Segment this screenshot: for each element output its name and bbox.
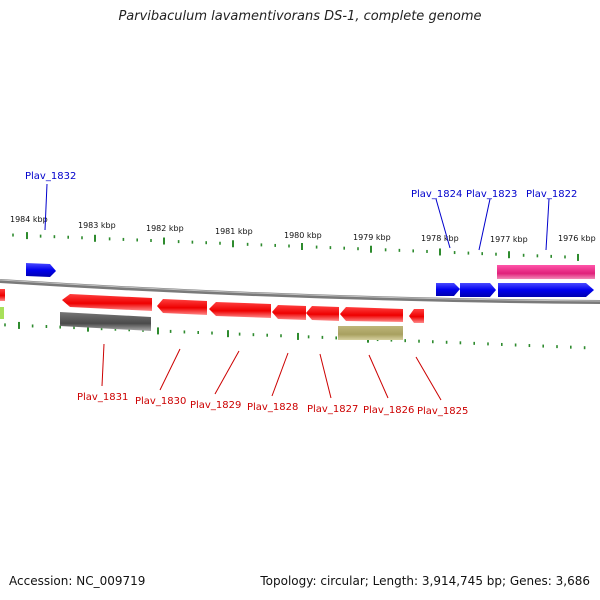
scale-label: 1978 kbp	[421, 234, 459, 243]
inner-tick-marks	[4, 321, 586, 350]
leader-line-plav-1830	[159, 348, 181, 391]
rna-feature-bar	[497, 265, 595, 279]
leader-line-plav-1824	[435, 198, 451, 249]
gene-label-plav-1824[interactable]: Plav_1824	[411, 189, 462, 200]
leader-line-plav-1832	[44, 183, 48, 231]
scale-label: 1981 kbp	[215, 227, 253, 236]
gene-arrow-plav-1832[interactable]	[26, 263, 56, 277]
gene-arrow-plav-1828[interactable]	[272, 305, 306, 320]
gene-label-plav-1822[interactable]: Plav_1822	[526, 189, 577, 200]
gene-arrow-plav-1827[interactable]	[306, 306, 339, 321]
gene-label-plav-1825[interactable]: Plav_1825	[417, 406, 468, 417]
leader-line-plav-1826	[368, 354, 389, 399]
outer-tick-marks	[12, 232, 579, 261]
olive-feature-bar	[338, 326, 403, 340]
leader-line-plav-1827	[319, 353, 332, 399]
leader-line-plav-1825	[415, 356, 442, 401]
leader-line-plav-1829	[214, 350, 240, 395]
gene-arrow-plav-1830[interactable]	[157, 299, 207, 315]
leader-line-plav-1823	[478, 198, 491, 251]
gene-arrow-plav-1831[interactable]	[62, 294, 152, 311]
accession-text: Accession: NC_009719	[9, 574, 146, 588]
gene-arrow-plav-1824[interactable]	[436, 283, 460, 296]
scale-label: 1984 kbp	[10, 215, 48, 224]
gene-label-plav-1831[interactable]: Plav_1831	[77, 392, 128, 403]
gene-arrow-plav-1829[interactable]	[209, 302, 271, 318]
genome-backbone-highlight	[0, 279, 600, 302]
scale-label: 1983 kbp	[78, 221, 116, 230]
gene-label-plav-1830[interactable]: Plav_1830	[135, 396, 186, 407]
scale-labels: 1984 kbp 1983 kbp 1982 kbp 1981 kbp 1980 kbp…	[10, 215, 596, 244]
gene-arrow-plav-1823[interactable]	[460, 283, 496, 297]
gene-label-plav-1827[interactable]: Plav_1827	[307, 404, 358, 415]
leader-line-plav-1828	[271, 352, 289, 397]
edge-red-fragment	[0, 289, 5, 301]
gene-label-plav-1823[interactable]: Plav_1823	[466, 189, 517, 200]
scale-label: 1977 kbp	[490, 235, 528, 244]
scale-label: 1976 kbp	[558, 234, 596, 243]
gene-arrow-plav-1825[interactable]	[409, 309, 424, 323]
genome-backbone	[0, 279, 600, 304]
leader-line-plav-1831	[101, 343, 105, 387]
scale-label: 1980 kbp	[284, 231, 322, 240]
gray-feature-bar	[60, 312, 151, 331]
gene-arrow-plav-1822[interactable]	[498, 283, 594, 297]
edge-green-fragment	[0, 307, 4, 319]
topology-text: Topology: circular; Length: 3,914,745 bp…	[260, 574, 590, 588]
leader-line-plav-1822	[545, 198, 550, 251]
scale-label: 1979 kbp	[353, 233, 391, 242]
gene-label-plav-1832[interactable]: Plav_1832	[25, 171, 76, 182]
gene-arrow-plav-1826[interactable]	[340, 307, 403, 322]
gene-label-plav-1828[interactable]: Plav_1828	[247, 402, 298, 413]
scale-label: 1982 kbp	[146, 224, 184, 233]
gene-label-plav-1829[interactable]: Plav_1829	[190, 400, 241, 411]
genome-title: Parvibaculum lavamentivorans DS-1, compl…	[118, 9, 482, 24]
gene-label-plav-1826[interactable]: Plav_1826	[363, 405, 414, 416]
